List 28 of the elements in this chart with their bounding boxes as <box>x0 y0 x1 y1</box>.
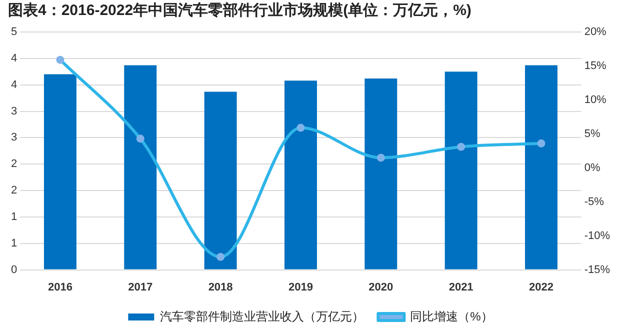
y-tick-label: 4 <box>10 78 18 91</box>
x-tick-label: 2019 <box>288 281 313 294</box>
y2-tick-label: 0% <box>584 162 600 174</box>
chart-title: 图表4：2016-2022年中国汽车零部件行业市场规模(单位：万亿元，%) <box>8 1 472 20</box>
y-tick-label: 3 <box>10 105 18 118</box>
x-tick-label: 2020 <box>368 281 394 294</box>
y2-tick-label: -5% <box>584 196 604 208</box>
y2-tick-label: 20% <box>584 26 607 38</box>
y2-tick-label: -10% <box>584 230 610 242</box>
legend-label: 同比增速（%） <box>410 309 493 324</box>
x-tick-label: 2022 <box>528 281 554 294</box>
x-tick-label: 2021 <box>448 281 474 294</box>
y2-tick-label: 5% <box>584 128 600 140</box>
y2-tick-label: 10% <box>584 94 607 106</box>
y-tick-label: 1 <box>10 210 18 223</box>
y-tick-label: 2 <box>10 184 18 197</box>
x-tick-label: 2018 <box>208 281 233 294</box>
y-tick-label: 0 <box>10 264 18 276</box>
y-tick-label: 2 <box>10 158 18 170</box>
legend-label: 汽车零部件制造业营业收入（万亿元） <box>160 309 364 324</box>
y-tick-label: 1 <box>10 237 18 250</box>
y2-tick-label: 15% <box>584 60 607 72</box>
y-tick-label: 3 <box>10 132 18 144</box>
y2-tick-label: -15% <box>584 264 610 276</box>
y-tick-label: 4 <box>10 52 18 64</box>
y-tick-label: 5 <box>10 26 18 38</box>
x-tick-label: 2016 <box>48 281 72 294</box>
x-tick-label: 2017 <box>128 281 153 294</box>
